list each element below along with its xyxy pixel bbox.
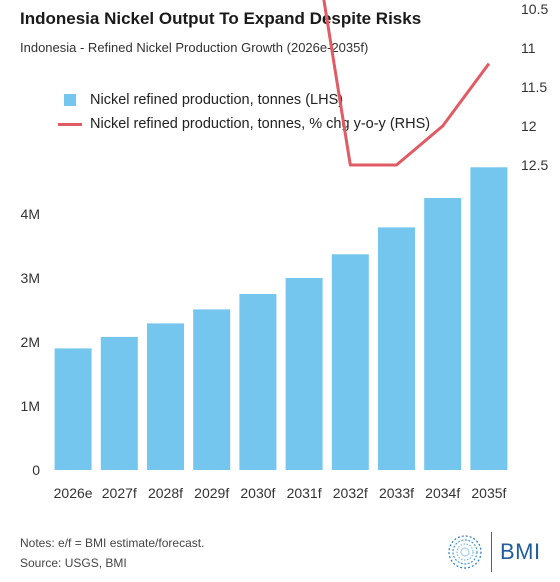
bar-2033f <box>378 227 415 470</box>
legend-bar-label: Nickel refined production, tonnes (LHS) <box>90 92 344 108</box>
left-tick-label: 4M <box>21 206 40 222</box>
x-tick-label: 2029f <box>194 485 229 501</box>
x-tick-label: 2032f <box>333 485 368 501</box>
x-tick-label: 2030f <box>240 485 275 501</box>
legend-item-bars: Nickel refined production, tonnes (LHS) <box>64 88 430 112</box>
left-tick-label: 0 <box>32 462 40 478</box>
bar-2029f <box>193 309 231 470</box>
right-tick-label: 12 <box>521 118 537 134</box>
bar-2034f <box>424 198 462 470</box>
right-tick-label: 10.5 <box>521 1 548 17</box>
bar-2027f <box>100 336 138 470</box>
x-tick-label: 2031f <box>287 485 322 501</box>
chart-subtitle: Indonesia - Refined Nickel Production Gr… <box>20 40 369 55</box>
bar-2031f <box>285 278 323 470</box>
x-tick-label: 2033f <box>379 485 414 501</box>
legend-bar-swatch <box>64 94 76 106</box>
legend-line-swatch <box>58 122 82 126</box>
x-tick-label: 2028f <box>148 485 183 501</box>
x-tick-label: 2034f <box>425 485 460 501</box>
left-tick-label: 3M <box>21 270 40 286</box>
source-text: Source: USGS, BMI <box>20 556 127 570</box>
right-tick-label: 11.5 <box>521 79 547 95</box>
notes-text: Notes: e/f = BMI estimate/forecast. <box>20 536 205 550</box>
x-tick-label: 2035f <box>471 485 506 501</box>
bmi-logo: BMI <box>447 532 541 572</box>
bar-2026e <box>54 348 92 470</box>
footer-notes: Notes: e/f = BMI estimate/forecast. Sour… <box>20 533 204 573</box>
bar-2030f <box>239 294 277 470</box>
left-tick-label: 2M <box>21 334 40 350</box>
bmi-logo-icon <box>448 535 482 569</box>
x-tick-label: 2027f <box>102 485 137 501</box>
logo-text: BMI <box>500 539 541 564</box>
bar-2032f <box>331 254 369 470</box>
x-tick-label: 2026e <box>54 485 93 501</box>
left-tick-label: 1M <box>21 398 40 414</box>
line-series <box>322 0 491 167</box>
right-tick-label: 12.5 <box>521 157 548 173</box>
bar-2035f <box>470 167 508 471</box>
chart-title: Indonesia Nickel Output To Expand Despit… <box>20 9 422 28</box>
logo-divider <box>491 532 492 572</box>
bar-2028f <box>147 323 184 470</box>
right-tick-label: 11 <box>521 40 536 56</box>
